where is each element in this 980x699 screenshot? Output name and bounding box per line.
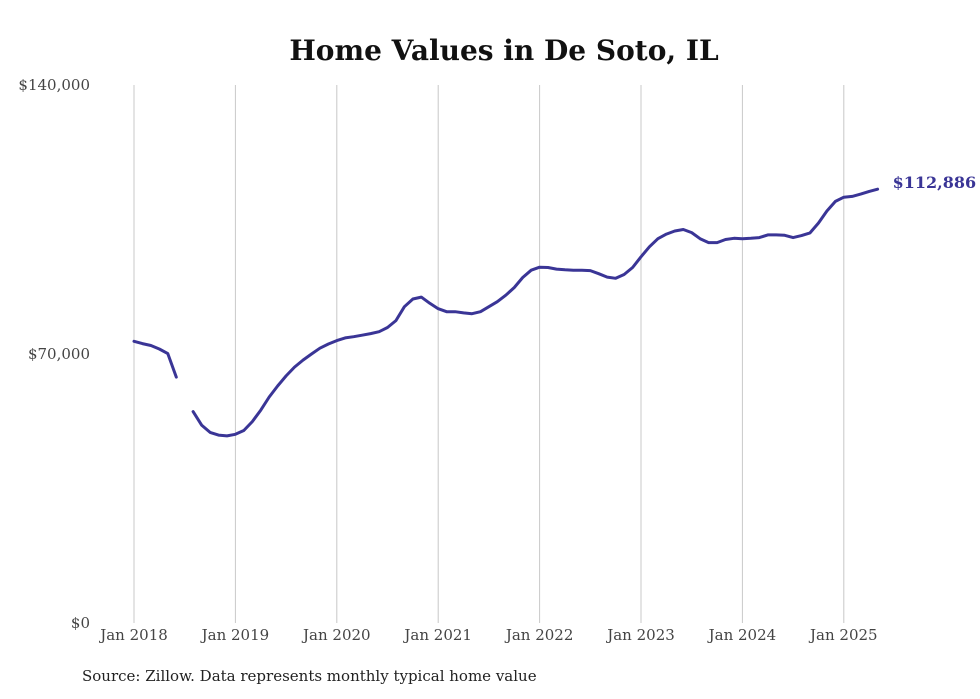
x-axis-ticks: Jan 2018 Jan 2019 Jan 2020 Jan 2021 Jan 2022… bbox=[98, 626, 877, 644]
x-tick-label: Jan 2022 bbox=[504, 626, 574, 644]
x-tick-label: Jan 2019 bbox=[200, 626, 270, 644]
series-line bbox=[132, 187, 880, 438]
series-line-segment bbox=[191, 187, 880, 438]
series-line-segment bbox=[132, 339, 178, 379]
y-tick-label: $70,000 bbox=[28, 345, 90, 363]
x-tick-label: Jan 2025 bbox=[808, 626, 878, 644]
grid-lines bbox=[133, 85, 845, 623]
source-note: Source: Zillow. Data represents monthly … bbox=[82, 667, 537, 685]
y-tick-label: $0 bbox=[71, 614, 90, 632]
x-tick-label: Jan 2018 bbox=[98, 626, 168, 644]
x-tick-label: Jan 2023 bbox=[605, 626, 675, 644]
x-tick-label: Jan 2024 bbox=[707, 626, 777, 644]
y-axis-ticks: $0 $70,000 $140,000 bbox=[18, 76, 90, 632]
x-tick-label: Jan 2020 bbox=[301, 626, 371, 644]
end-value-label: $112,886 bbox=[893, 173, 977, 192]
x-tick-label: Jan 2021 bbox=[402, 626, 472, 644]
y-tick-label: $140,000 bbox=[18, 76, 90, 94]
chart-title: Home Values in De Soto, IL bbox=[289, 34, 719, 67]
